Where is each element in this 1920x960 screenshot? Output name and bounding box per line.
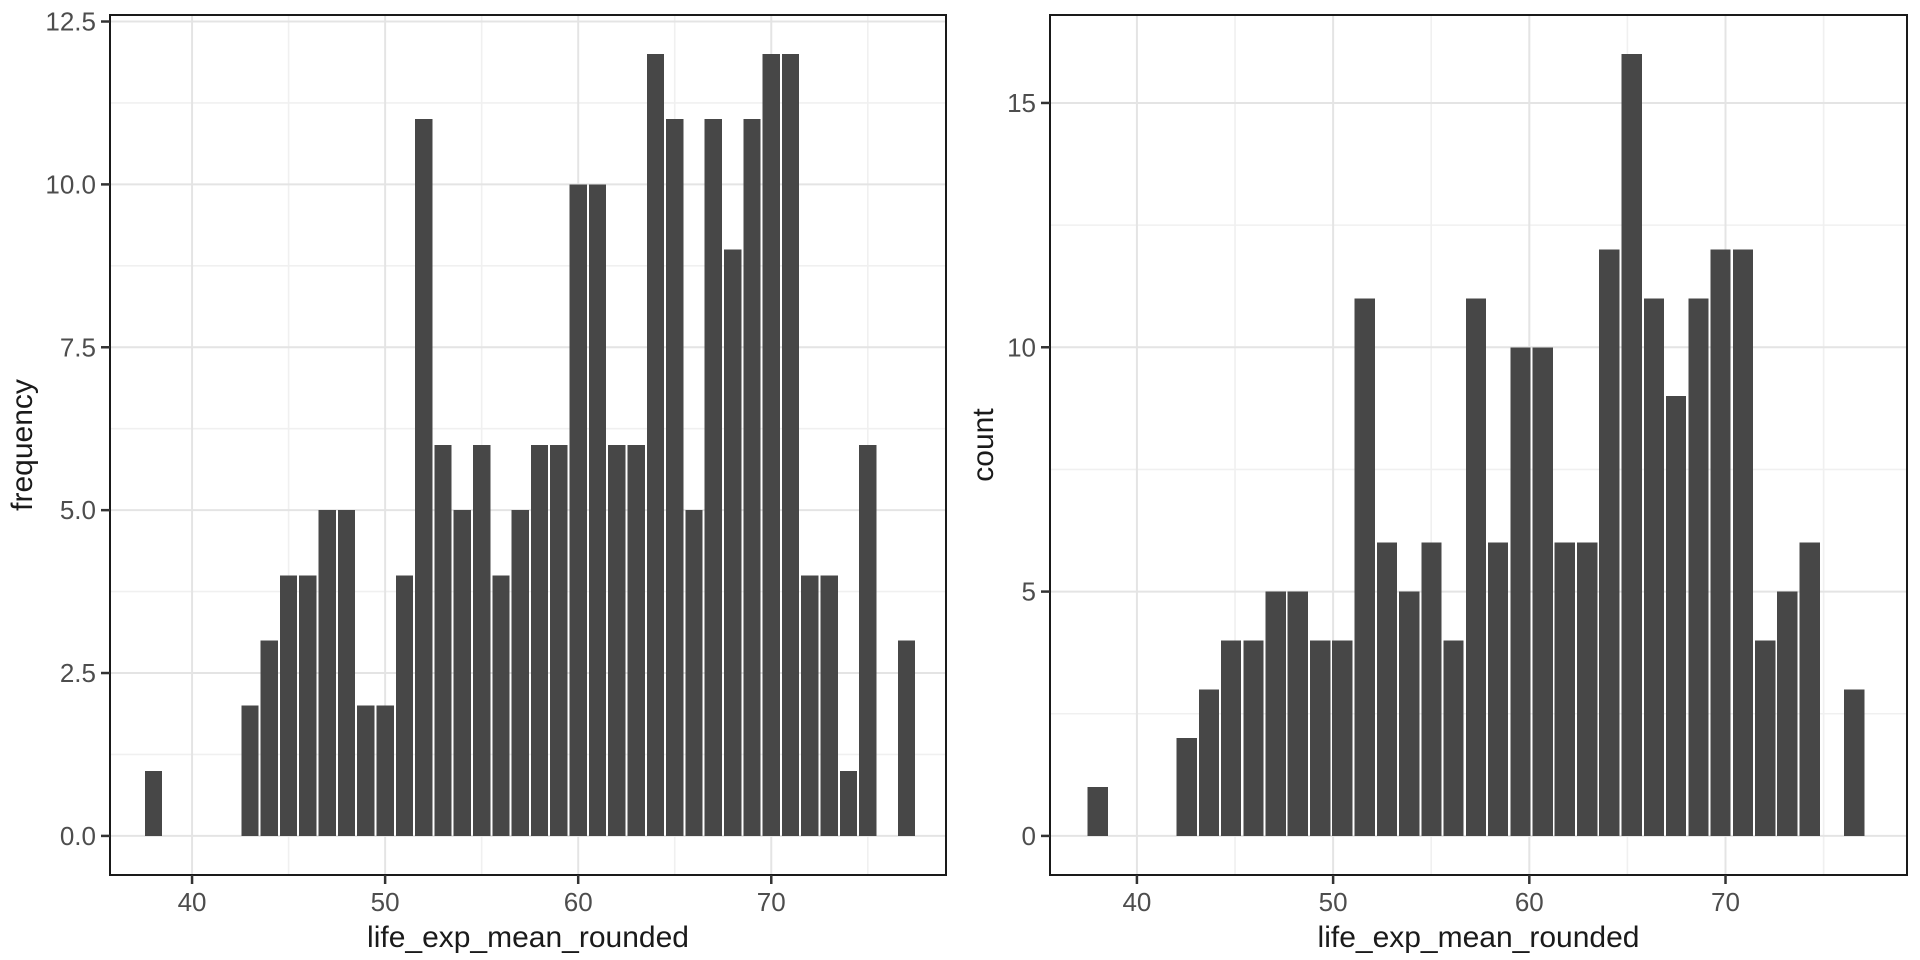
y-axis-title: frequency — [6, 379, 39, 511]
y-tick-label: 5 — [1022, 577, 1036, 607]
histogram-panel-count: 40 50 60 70 0 5 10 15 life_exp_mean_rounded count — [967, 14, 1908, 954]
histogram-bar — [801, 575, 819, 836]
panel-border — [1049, 14, 1908, 876]
y-tick-label: 15 — [1007, 88, 1036, 118]
x-tick-label: 40 — [1122, 887, 1151, 917]
histogram-bar — [762, 54, 780, 836]
histogram-bar — [1310, 640, 1331, 836]
histogram-bar — [1732, 249, 1754, 836]
histogram-bar — [337, 510, 356, 836]
histogram-bar — [1376, 542, 1397, 836]
histogram-bar — [1599, 249, 1620, 836]
histogram-bar — [453, 510, 472, 836]
y-tick-label: 10 — [1007, 332, 1036, 362]
histogram-bar — [1198, 689, 1220, 836]
y-tick-label: 5.0 — [60, 495, 96, 525]
histogram-bar — [241, 705, 259, 836]
histogram-bar — [1665, 396, 1687, 836]
x-tick-label: 70 — [757, 887, 786, 917]
histogram-bar — [434, 445, 452, 836]
histogram-bar — [1532, 347, 1553, 836]
x-axis-title: life_exp_mean_rounded — [367, 921, 689, 954]
histogram-bar — [1243, 640, 1264, 836]
y-axis-title: count — [967, 408, 1000, 482]
y-tick-label: 10.0 — [45, 169, 96, 199]
histogram-bar — [1287, 591, 1308, 836]
histogram-bar — [550, 445, 568, 836]
histogram-bar — [781, 54, 800, 836]
histogram-bar — [1332, 640, 1353, 836]
histogram-bar — [144, 770, 163, 836]
histogram-bar — [1844, 689, 1865, 836]
x-tick-label: 60 — [564, 887, 593, 917]
histogram-bar — [608, 445, 626, 836]
histogram-bar — [1465, 298, 1487, 836]
histogram-bar — [1777, 591, 1798, 836]
histogram-bar — [1710, 249, 1731, 836]
histogram-bar — [415, 119, 433, 836]
histogram-bar — [743, 119, 761, 836]
histogram-bar — [1688, 298, 1709, 836]
histogram-bar — [511, 510, 529, 836]
histogram-bar — [569, 184, 587, 836]
histogram-bar — [1354, 298, 1375, 836]
histogram-bar — [1554, 542, 1575, 836]
histogram-bar — [376, 705, 394, 836]
x-tick-label: 60 — [1515, 887, 1544, 917]
histogram-bar — [685, 510, 703, 836]
histogram-bar — [1487, 542, 1509, 836]
histogram-bar — [627, 445, 645, 836]
y-tick-label: 2.5 — [60, 658, 96, 688]
x-tick-label: 70 — [1711, 887, 1740, 917]
histogram-bar — [1755, 640, 1776, 836]
y-tick-label: 0.0 — [60, 821, 96, 851]
histogram-bar — [1577, 542, 1598, 836]
x-tick-label: 50 — [1319, 887, 1348, 917]
histogram-bar — [1643, 298, 1665, 836]
histogram-bar — [1621, 54, 1642, 836]
histogram-bar — [839, 770, 858, 836]
histogram-bar — [1399, 591, 1420, 836]
histogram-bar — [1265, 591, 1286, 836]
x-axis-title: life_exp_mean_rounded — [1318, 921, 1640, 954]
histogram-bar — [1176, 738, 1197, 836]
x-tick-label: 40 — [178, 887, 207, 917]
histogram-bar — [724, 249, 742, 836]
histogram-bar — [1421, 542, 1442, 836]
histogram-bar — [897, 640, 916, 836]
histogram-bar — [299, 575, 317, 836]
histogram-bar — [318, 510, 336, 836]
histogram-bar — [588, 184, 607, 836]
histogram-bar — [473, 445, 491, 836]
histogram-bar — [646, 54, 665, 836]
histogram-bar — [279, 575, 298, 836]
histogram-bar — [1087, 787, 1108, 836]
histogram-bar — [666, 119, 684, 836]
histogram-bar — [1443, 640, 1464, 836]
histogram-bar — [530, 445, 549, 836]
histogram-bar — [1799, 542, 1820, 836]
histogram-bar — [492, 575, 510, 836]
panel-border — [109, 14, 947, 876]
histogram-bar — [1220, 640, 1242, 836]
histogram-panel-frequency: 40 50 60 70 0.0 2.5 5.0 7.5 10.0 12.5 life_exp_mea… — [6, 7, 947, 954]
histogram-bar — [704, 119, 723, 836]
histogram-bar — [357, 705, 375, 836]
histogram-bar — [260, 640, 278, 836]
x-tick-label: 50 — [371, 887, 400, 917]
y-tick-label: 7.5 — [60, 332, 96, 362]
y-tick-label: 12.5 — [45, 7, 96, 37]
histogram-bar — [820, 575, 838, 836]
histogram-bar — [1510, 347, 1531, 836]
histogram-bar — [859, 445, 877, 836]
histogram-bar — [395, 575, 414, 836]
y-tick-label: 0 — [1022, 821, 1036, 851]
